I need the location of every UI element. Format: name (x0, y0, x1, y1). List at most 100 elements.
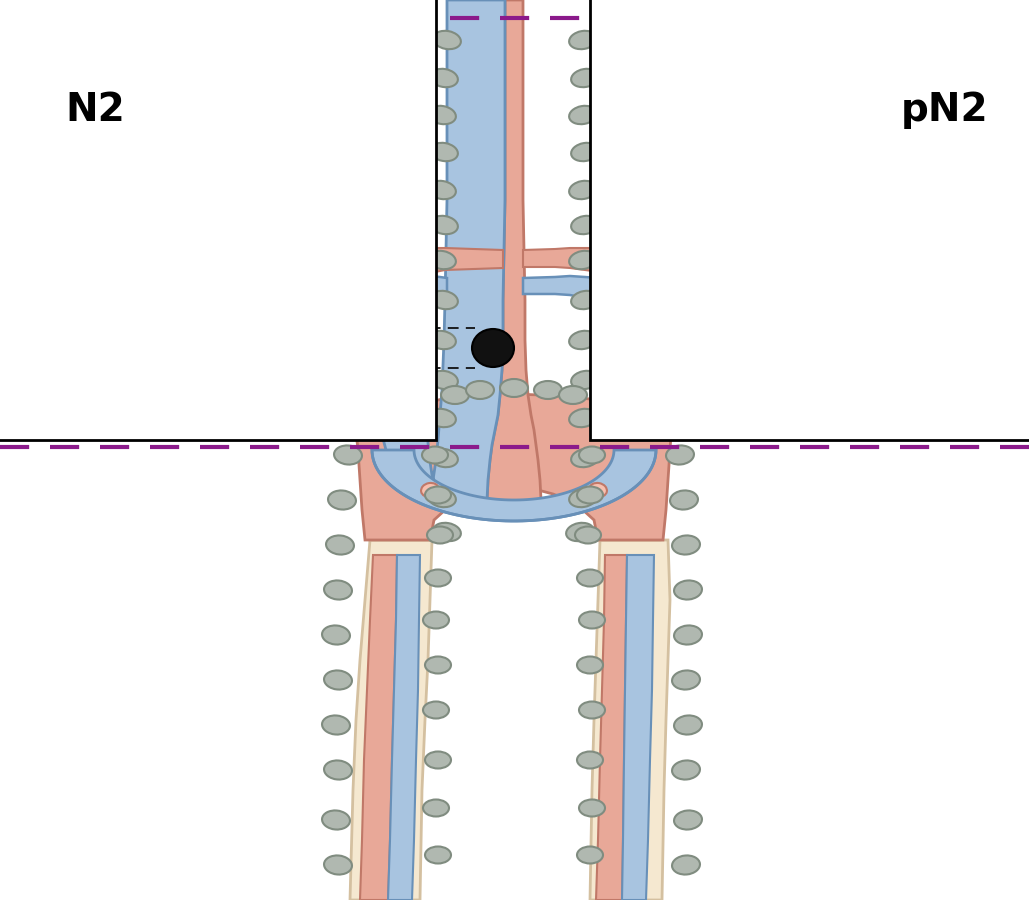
Ellipse shape (569, 251, 597, 269)
Ellipse shape (322, 811, 350, 830)
Polygon shape (228, 276, 447, 310)
Ellipse shape (571, 371, 599, 389)
Polygon shape (355, 0, 430, 500)
Ellipse shape (729, 92, 760, 113)
Ellipse shape (575, 526, 601, 544)
Ellipse shape (571, 143, 599, 161)
Ellipse shape (262, 92, 288, 121)
Ellipse shape (428, 409, 456, 428)
Ellipse shape (670, 491, 698, 509)
Ellipse shape (674, 580, 702, 599)
Polygon shape (355, 0, 432, 540)
Ellipse shape (559, 386, 587, 404)
Ellipse shape (288, 75, 311, 106)
Polygon shape (350, 540, 432, 900)
Ellipse shape (391, 146, 418, 164)
Ellipse shape (569, 106, 597, 124)
Ellipse shape (571, 68, 599, 87)
Ellipse shape (579, 799, 605, 816)
Ellipse shape (389, 186, 416, 204)
Ellipse shape (281, 114, 311, 139)
Ellipse shape (577, 656, 603, 673)
Ellipse shape (569, 181, 597, 199)
Ellipse shape (273, 110, 301, 136)
Ellipse shape (425, 752, 451, 769)
Ellipse shape (672, 856, 700, 875)
Ellipse shape (322, 716, 350, 734)
Ellipse shape (577, 487, 603, 503)
Ellipse shape (690, 103, 719, 128)
Ellipse shape (604, 106, 632, 124)
Ellipse shape (295, 108, 326, 131)
Ellipse shape (425, 570, 451, 587)
Ellipse shape (422, 446, 448, 464)
Ellipse shape (428, 489, 456, 508)
Ellipse shape (425, 847, 451, 863)
Polygon shape (376, 0, 505, 508)
Ellipse shape (311, 100, 343, 122)
Ellipse shape (423, 611, 449, 628)
Polygon shape (355, 394, 672, 540)
Polygon shape (265, 210, 301, 320)
Ellipse shape (577, 752, 603, 769)
Ellipse shape (500, 379, 528, 397)
Ellipse shape (569, 409, 597, 428)
Text: >2 cm: >2 cm (35, 338, 100, 357)
Ellipse shape (311, 84, 333, 115)
Ellipse shape (678, 75, 703, 105)
Polygon shape (598, 0, 672, 540)
Ellipse shape (672, 536, 700, 554)
Ellipse shape (534, 381, 562, 399)
Ellipse shape (672, 760, 700, 779)
Ellipse shape (401, 71, 428, 89)
Ellipse shape (472, 329, 514, 367)
Ellipse shape (706, 67, 729, 99)
Ellipse shape (326, 536, 354, 554)
Polygon shape (622, 555, 654, 900)
Ellipse shape (608, 191, 636, 209)
Ellipse shape (729, 97, 760, 120)
Ellipse shape (430, 291, 458, 310)
Ellipse shape (566, 523, 594, 541)
Ellipse shape (328, 491, 356, 509)
Ellipse shape (428, 106, 456, 124)
Ellipse shape (391, 223, 419, 241)
Ellipse shape (257, 105, 285, 132)
Polygon shape (228, 248, 503, 282)
Ellipse shape (608, 146, 636, 164)
Ellipse shape (430, 143, 458, 161)
Polygon shape (388, 555, 420, 900)
Ellipse shape (394, 106, 422, 124)
Ellipse shape (571, 291, 599, 310)
Ellipse shape (427, 526, 453, 544)
Ellipse shape (579, 446, 605, 464)
Ellipse shape (569, 331, 597, 349)
Ellipse shape (674, 716, 702, 734)
Ellipse shape (324, 670, 352, 689)
Ellipse shape (430, 371, 458, 389)
Ellipse shape (433, 523, 461, 541)
Ellipse shape (722, 68, 744, 100)
Ellipse shape (674, 626, 702, 644)
Ellipse shape (606, 229, 634, 247)
Ellipse shape (260, 83, 285, 113)
Ellipse shape (571, 449, 599, 467)
Text: N2: N2 (65, 91, 125, 129)
Ellipse shape (173, 177, 283, 353)
Ellipse shape (690, 71, 714, 102)
Ellipse shape (428, 251, 456, 269)
Ellipse shape (569, 489, 597, 508)
Text: pN2: pN2 (901, 91, 989, 129)
Ellipse shape (745, 170, 855, 346)
Polygon shape (372, 450, 657, 521)
Ellipse shape (729, 76, 751, 107)
Ellipse shape (423, 799, 449, 816)
Ellipse shape (666, 446, 694, 464)
Ellipse shape (577, 570, 603, 587)
Ellipse shape (430, 216, 458, 234)
Ellipse shape (579, 611, 605, 628)
Ellipse shape (425, 487, 451, 503)
Polygon shape (596, 555, 627, 900)
Ellipse shape (334, 446, 362, 464)
Ellipse shape (672, 670, 700, 689)
